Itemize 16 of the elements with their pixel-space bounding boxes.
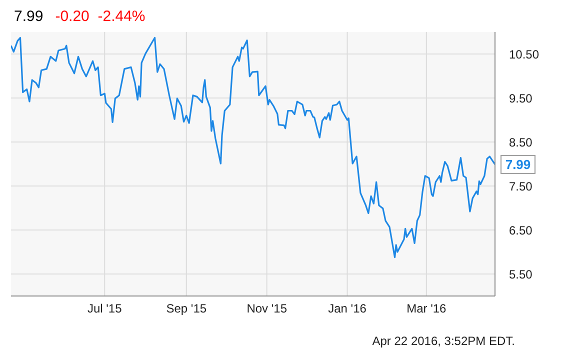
chart-subtitle: -0.20 -2.44% xyxy=(55,8,146,25)
x-tick-label: Jul '15 xyxy=(87,302,122,316)
y-tick-label: 10.50 xyxy=(509,47,540,62)
chart-title: 7.99 xyxy=(14,8,44,25)
y-tick-label: 5.50 xyxy=(509,267,533,282)
x-tick-label: Mar '16 xyxy=(406,302,447,316)
y-tick-label: 9.50 xyxy=(509,91,533,106)
text: Apr 22 2016, 3:52PM EDT. xyxy=(372,334,515,348)
x-tick-label: Nov '15 xyxy=(246,302,288,316)
y-tick-label: 6.50 xyxy=(509,223,533,238)
y-tick-label: 7.50 xyxy=(509,179,533,194)
x-tick-label: Jan '16 xyxy=(328,302,367,316)
x-tick-label: Sep '15 xyxy=(166,302,207,316)
annotation: 7.99 xyxy=(505,156,531,172)
y-tick-label: 8.50 xyxy=(509,135,533,150)
line-series xyxy=(11,36,495,258)
